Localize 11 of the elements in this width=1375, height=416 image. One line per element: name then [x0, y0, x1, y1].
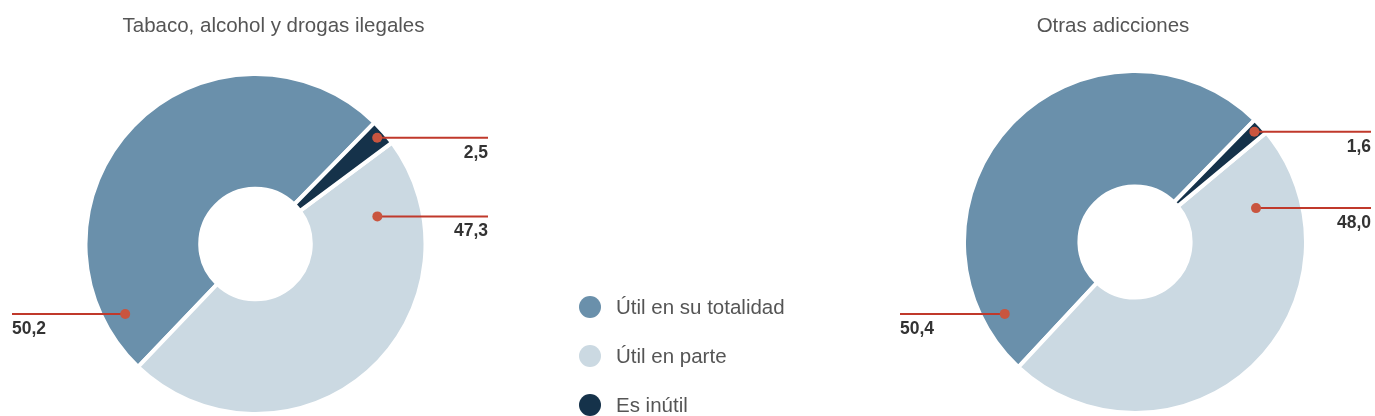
- legend-label: Útil en parte: [616, 344, 727, 367]
- legend-label: Útil en su totalidad: [616, 295, 785, 318]
- data-label: 47,3: [453, 220, 489, 241]
- chart-title: Otras adicciones: [1036, 13, 1190, 36]
- data-label: 2,5: [463, 141, 489, 162]
- chart-title: Tabaco, alcohol y drogas ilegales: [122, 13, 425, 36]
- data-label: 50,4: [900, 317, 935, 338]
- data-label: 50,2: [12, 318, 47, 338]
- data-label: 48,0: [1336, 212, 1372, 233]
- data-label: 1,6: [1346, 135, 1372, 156]
- legend-label: Es inútil: [616, 393, 688, 416]
